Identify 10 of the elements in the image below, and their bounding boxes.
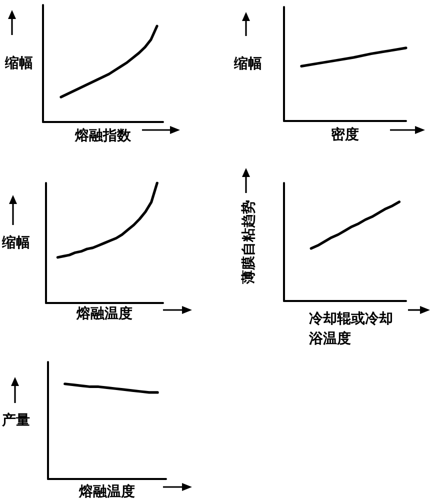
x-axis-title: 熔融指数 <box>74 127 132 144</box>
y-axis-title: 薄膜自粘趋势 <box>241 200 257 285</box>
y-axis-title: 产量 <box>1 412 30 428</box>
x-axis-title: 密度 <box>331 126 359 143</box>
y-axis-title: 缩幅 <box>4 54 33 72</box>
x-axis-title: 熔融温度 <box>76 305 132 322</box>
y-axis-title: 缩幅 <box>233 55 262 72</box>
y-axis-title: 缩幅 <box>1 234 30 251</box>
x-axis-title: 熔融温度 <box>78 483 135 500</box>
x-axis-title: 冷却辊或冷却浴温度 <box>308 311 393 347</box>
